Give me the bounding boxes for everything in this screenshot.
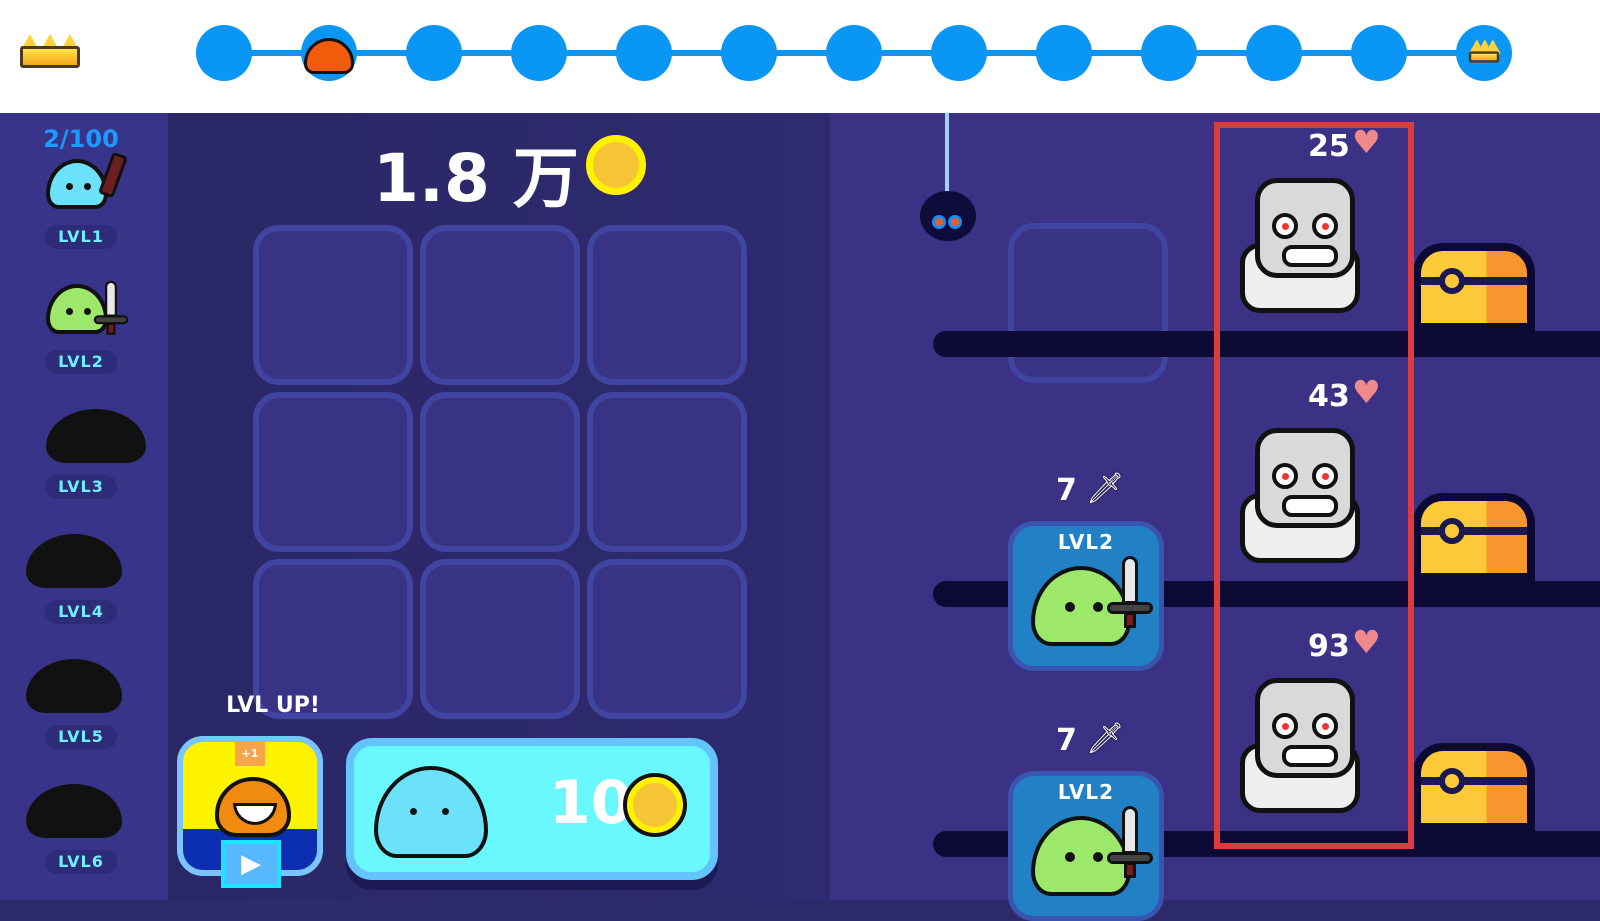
merge-grid-cell[interactable] bbox=[587, 559, 747, 719]
green-slime-with-sword-icon bbox=[46, 284, 108, 334]
stage-node bbox=[406, 25, 462, 81]
enemy-hp: 93 bbox=[1308, 629, 1350, 664]
stage-node bbox=[616, 25, 672, 81]
unit-level-label: LVL5 bbox=[45, 725, 117, 749]
sidebar-unit-3[interactable]: LVL3 bbox=[0, 403, 162, 523]
merge-grid-cell[interactable] bbox=[253, 392, 413, 552]
orange-slime-icon bbox=[215, 777, 291, 837]
ally-attack: 7 bbox=[1056, 473, 1077, 508]
crown-icon bbox=[1468, 39, 1501, 63]
lvl-up-label: LVL UP! bbox=[226, 693, 320, 718]
crown-icon bbox=[20, 32, 80, 68]
unit-level-label: LVL6 bbox=[45, 850, 117, 874]
ally-unit[interactable]: LVL2 bbox=[1008, 521, 1164, 671]
stage-node bbox=[721, 25, 777, 81]
stage-node bbox=[511, 25, 567, 81]
merge-grid-cell[interactable] bbox=[587, 392, 747, 552]
sidebar-unit-5[interactable]: LVL5 bbox=[0, 653, 162, 773]
coin-icon bbox=[586, 135, 646, 195]
stage-node bbox=[301, 25, 357, 81]
blue-slime-with-club-icon bbox=[46, 159, 108, 209]
heart-icon: ♥ bbox=[1352, 373, 1381, 411]
empty-ally-slot[interactable] bbox=[1008, 223, 1168, 383]
sword-icon bbox=[1107, 556, 1153, 628]
stage-node bbox=[1141, 25, 1197, 81]
merge-grid-cell[interactable] bbox=[420, 225, 580, 385]
stage-node bbox=[1351, 25, 1407, 81]
sidebar-unit-4[interactable]: LVL4 bbox=[0, 528, 162, 648]
coin-icon bbox=[623, 773, 687, 837]
stage-node bbox=[1246, 25, 1302, 81]
ally-unit[interactable]: LVL2 bbox=[1008, 771, 1164, 921]
treasure-chest-icon bbox=[1413, 743, 1535, 831]
stage-node bbox=[1036, 25, 1092, 81]
sidebar-unit-6[interactable]: LVL6 bbox=[0, 778, 162, 898]
enemy-hp: 43 bbox=[1308, 379, 1350, 414]
unit-collection-sidebar: 2/100 LVL1 LVL2 LVL3 LVL4 LVL5 LVL6 bbox=[0, 113, 168, 900]
mummy-enemy[interactable] bbox=[1235, 678, 1365, 828]
locked-unit-silhouette-icon bbox=[46, 409, 146, 463]
spider-thread bbox=[945, 113, 949, 193]
lane-shelf bbox=[933, 331, 1600, 357]
ally-level: LVL2 bbox=[1057, 530, 1115, 554]
unit-count: 2/100 bbox=[43, 125, 119, 153]
mummy-enemy[interactable] bbox=[1235, 178, 1365, 328]
orange-slime-icon bbox=[304, 38, 354, 74]
locked-unit-silhouette-icon bbox=[26, 659, 122, 713]
treasure-chest-icon bbox=[1413, 243, 1535, 331]
merge-grid-cell[interactable] bbox=[420, 559, 580, 719]
heart-icon: ♥ bbox=[1352, 623, 1381, 661]
mummy-enemy[interactable] bbox=[1235, 428, 1365, 578]
currency-amount: 1.8 万 bbox=[373, 140, 579, 217]
stage-node bbox=[196, 25, 252, 81]
ally-level: LVL2 bbox=[1057, 780, 1115, 804]
sword-icon bbox=[1107, 806, 1153, 878]
unit-level-label: LVL1 bbox=[45, 225, 117, 249]
merge-area: 1.8 万 LVL UP! +1 ▶ 10 bbox=[168, 113, 848, 900]
enemy-column-highlight bbox=[1214, 122, 1414, 849]
buy-price: 10 bbox=[549, 768, 633, 838]
sword-icon bbox=[93, 280, 129, 335]
merge-grid-cell[interactable] bbox=[253, 559, 413, 719]
unit-level-label: LVL3 bbox=[45, 475, 117, 499]
sidebar-unit-2[interactable]: LVL2 bbox=[0, 278, 162, 398]
video-play-icon: ▶ bbox=[221, 840, 281, 888]
unit-level-label: LVL4 bbox=[45, 600, 117, 624]
sword-icon: 🗡 bbox=[1086, 471, 1125, 506]
heart-icon: ♥ bbox=[1352, 123, 1381, 161]
plus-one-badge: +1 bbox=[235, 742, 265, 766]
stage-node bbox=[931, 25, 987, 81]
level-progress-bar bbox=[0, 0, 1600, 113]
stage-node bbox=[1456, 25, 1512, 81]
treasure-chest-icon bbox=[1413, 493, 1535, 581]
blue-slime-icon bbox=[374, 766, 488, 858]
merge-grid-cell[interactable] bbox=[420, 392, 580, 552]
buy-unit-button[interactable]: 10 bbox=[346, 738, 718, 880]
locked-unit-silhouette-icon bbox=[26, 784, 122, 838]
sidebar-unit-1[interactable]: LVL1 bbox=[0, 151, 162, 273]
enemy-hp: 25 bbox=[1308, 129, 1350, 164]
merge-grid-cell[interactable] bbox=[587, 225, 747, 385]
lvl-up-button[interactable]: +1 ▶ bbox=[177, 736, 323, 888]
unit-level-label: LVL2 bbox=[45, 350, 117, 374]
ally-attack: 7 bbox=[1056, 723, 1077, 758]
spider-icon bbox=[920, 191, 976, 241]
sword-icon: 🗡 bbox=[1086, 721, 1125, 756]
locked-unit-silhouette-icon bbox=[26, 534, 122, 588]
stage-node bbox=[826, 25, 882, 81]
merge-grid-cell[interactable] bbox=[253, 225, 413, 385]
